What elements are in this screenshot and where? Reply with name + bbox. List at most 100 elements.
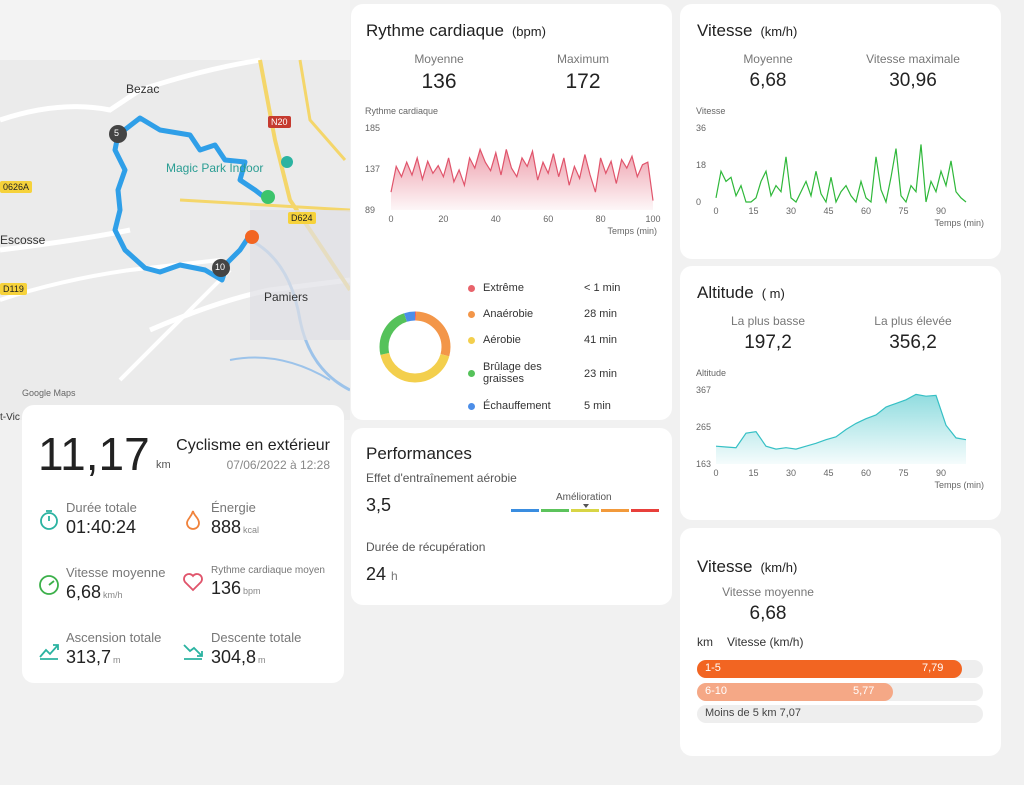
x-tick-label-1: 20 xyxy=(438,214,448,224)
y-tick-label-2: 185 xyxy=(365,123,380,133)
aerobic-effect-label: Effet d'entraînement aérobie xyxy=(366,471,517,485)
speed-title: Vitesse (km/h) xyxy=(697,21,797,41)
stat-descent: Descente totale 304,8 m xyxy=(211,630,301,668)
km-bar-value: 5,77 xyxy=(853,685,875,697)
speed-by-km-card: Vitesse (km/h) Vitesse moyenne 6,68 km Vi… xyxy=(680,528,1001,756)
activity-summary-card: 11,17 km Cyclisme en extérieur 07/06/202… xyxy=(22,405,344,683)
speed-km-title-text: Vitesse xyxy=(697,557,753,576)
altitude-card: Altitude ( m) La plus basse 197,2 La plus… xyxy=(680,266,1001,520)
scale-segment-1 xyxy=(511,509,539,512)
legend-row: Brûlage des graisses 23 min xyxy=(468,361,658,385)
x-axis-title: Temps (min) xyxy=(934,480,984,490)
flame-icon xyxy=(186,510,200,530)
activity-type: Cyclisme en extérieur xyxy=(176,437,330,454)
scale-segment-5 xyxy=(631,509,659,512)
scale-segment-4 xyxy=(601,509,629,512)
km-marker-5[interactable]: 5 xyxy=(114,128,120,138)
speed-average-value: 6,68 xyxy=(749,70,787,91)
x-tick-label-3: 45 xyxy=(823,468,833,478)
x-tick-label-5: 100 xyxy=(645,214,660,224)
x-tick-label-3: 60 xyxy=(543,214,553,224)
km-bar-fill xyxy=(697,660,962,678)
descent-icon xyxy=(183,644,203,660)
speed-km-average-value: 6,68 xyxy=(749,603,787,624)
heart-rate-chart[interactable]: Rythme cardiaque 89 137 185 0 20 40 60 80 100 Temp… xyxy=(363,104,663,246)
legend-row: Échauffement 5 min xyxy=(468,400,658,412)
road-badge-d626a: 0626A xyxy=(0,181,33,193)
altitude-high-value: 356,2 xyxy=(889,332,937,353)
x-tick-label-3: 45 xyxy=(823,206,833,216)
donut-slice-3 xyxy=(379,311,451,383)
chart-series-label: Rythme cardiaque xyxy=(365,106,438,116)
legend-zone-name: Extrême xyxy=(483,282,524,295)
y-tick-label-1: 18 xyxy=(696,160,706,170)
heart-rate-unit: (bpm) xyxy=(511,24,546,39)
recovery-label: Durée de récupération xyxy=(366,540,486,554)
speed-card: Vitesse (km/h) Moyenne 6,68 Vitesse maxim… xyxy=(680,4,1001,259)
map-label-magic-park[interactable]: Magic Park Indoor xyxy=(166,161,264,175)
altitude-low-value: 197,2 xyxy=(744,332,792,353)
y-tick-label-0: 163 xyxy=(696,459,711,469)
y-tick-label-2: 367 xyxy=(696,385,711,395)
series-line xyxy=(715,393,967,450)
energy-unit: kcal xyxy=(243,525,260,535)
map-label-bezac: Bezac xyxy=(126,82,160,96)
y-tick-label-1: 265 xyxy=(696,422,711,432)
x-tick-label-0: 0 xyxy=(388,214,393,224)
legend-dot xyxy=(468,284,475,292)
aerobic-effect-value: 3,5 xyxy=(366,495,392,515)
stat-energy: Énergie 888 kcal xyxy=(211,500,259,538)
legend-zone-value: 5 min xyxy=(584,400,611,412)
x-axis-title: Temps (min) xyxy=(934,218,984,228)
altitude-chart[interactable]: Altitude 163 265 367 0 15 30 45 60 75 90 Temps (min… xyxy=(694,366,994,501)
x-tick-label-4: 80 xyxy=(596,214,606,224)
duration-value: 01:40:24 xyxy=(66,517,137,537)
speed-km-average: Vitesse moyenne 6,68 xyxy=(718,585,818,625)
avg-hr-value: 136 xyxy=(211,578,242,598)
avg-speed-unit: km/h xyxy=(103,590,123,600)
avg-hr-unit: bpm xyxy=(243,586,261,596)
legend-zone-value: 28 min xyxy=(584,308,618,320)
descent-unit: m xyxy=(258,655,266,665)
heart-icon xyxy=(183,573,203,592)
x-tick-label-0: 0 xyxy=(713,468,718,478)
km-marker-10[interactable]: 10 xyxy=(215,262,226,272)
heart-rate-title: Rythme cardiaque (bpm) xyxy=(366,21,546,41)
y-tick-label-2: 36 xyxy=(696,123,706,133)
speed-max-label: Vitesse maximale xyxy=(866,52,960,66)
ascent-unit: m xyxy=(113,655,121,665)
x-axis-title: Temps (min) xyxy=(607,226,657,236)
km-bar-label: 6-10 xyxy=(705,685,728,697)
distance-value: 11,17 xyxy=(38,428,150,480)
speedometer-icon xyxy=(39,575,59,595)
y-tick-label-0: 89 xyxy=(365,205,375,215)
altitude-unit: ( m) xyxy=(761,286,785,301)
speed-chart[interactable]: Vitesse 0 18 36 0 15 30 45 60 75 90 Temps (min) xyxy=(694,104,994,239)
duration-label: Durée totale xyxy=(66,500,137,515)
legend-zone-name: Aérobie xyxy=(483,334,521,347)
chart-series-label: Altitude xyxy=(696,368,726,378)
legend-dot xyxy=(468,369,475,377)
speed-km-average-label: Vitesse moyenne xyxy=(722,585,814,599)
road-badge-n20: N20 xyxy=(268,116,291,128)
col-speed-header: Vitesse (km/h) xyxy=(727,635,804,649)
heart-rate-card: Rythme cardiaque (bpm) Moyenne 136 Maximu… xyxy=(351,4,672,420)
map-canvas[interactable] xyxy=(0,0,350,420)
km-bar-label: Moins de 5 km 7,07 xyxy=(705,707,801,719)
speed-max: Vitesse maximale 30,96 xyxy=(853,52,973,92)
legend-dot xyxy=(468,310,475,318)
hr-maximum-value: 172 xyxy=(565,70,601,93)
scale-segment-2 xyxy=(541,509,569,512)
hr-average: Moyenne 136 xyxy=(389,52,489,94)
hr-zones-donut[interactable] xyxy=(377,309,453,385)
route-map[interactable]: Bezac Magic Park Indoor Escosse Pamiers … xyxy=(0,0,350,420)
distance-unit: km xyxy=(156,459,171,471)
road-badge-d119: D119 xyxy=(0,283,27,295)
km-bar-label: 1-5 xyxy=(705,662,721,674)
donut-slice-4 xyxy=(379,311,451,383)
legend-zone-name: Anaérobie xyxy=(483,308,534,321)
series-line xyxy=(715,144,967,205)
x-tick-label-2: 40 xyxy=(491,214,501,224)
speed-max-value: 30,96 xyxy=(889,70,937,91)
km-bar-value: 7,79 xyxy=(922,662,944,674)
